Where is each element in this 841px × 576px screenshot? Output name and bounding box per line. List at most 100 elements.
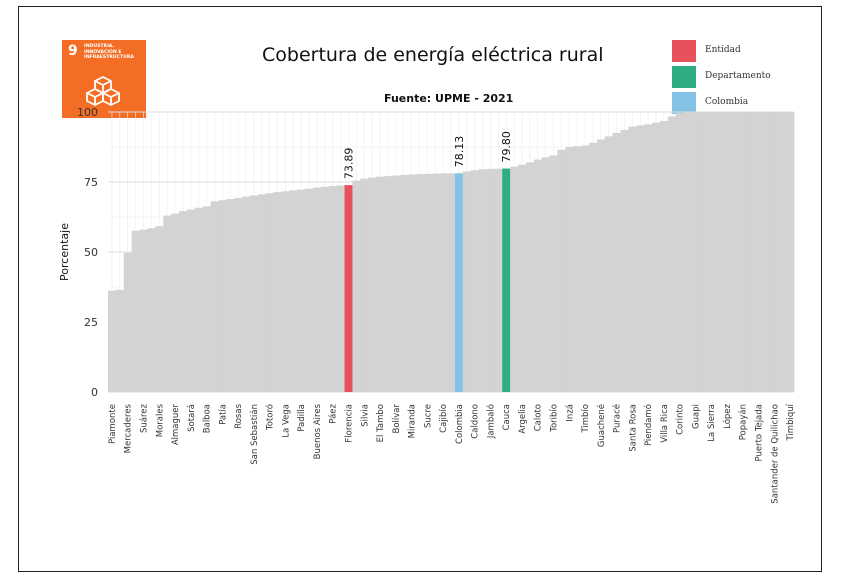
data-label: 78.13 [453,136,466,168]
bar-cauca [502,168,511,392]
bar-santa-rosa [628,126,637,392]
x-tick-label: Colombia [455,404,465,444]
bar-unlabeled [778,112,787,392]
bar-unlabeled [588,142,598,392]
bar-cajibío [439,173,448,392]
bar-lópez [723,112,732,392]
bar-unlabeled [415,174,424,392]
x-tick-label: Balboa [203,404,213,433]
sdg-9-logo: 9 INDUSTRIA, INNOVACIÓN E INFRAESTRUCTUR… [62,40,146,118]
legend-swatch [672,40,696,62]
bar-unlabeled [320,186,330,392]
x-tick-label: Villa Rica [660,404,670,443]
x-tick-label: Santander de Quilichao [770,404,780,504]
legend-label: Entidad [705,45,741,55]
bar-unlabeled [620,129,629,393]
bar-argelia [518,164,527,392]
bar-unlabeled [273,192,282,392]
x-tick-label: Sotará [187,404,197,432]
bar-unlabeled [541,157,550,392]
y-tick-label: 75 [84,176,98,189]
cubes-icon [86,76,120,106]
x-tick-label: Corinto [676,404,686,435]
x-tick-label: Patía [218,404,228,425]
bar-toribío [549,155,558,392]
bar-unlabeled [667,116,677,392]
x-tick-label: Cauca [502,404,512,430]
bar-unlabeled [462,171,472,392]
bar-unlabeled [478,169,487,392]
bar-unlabeled [636,125,645,392]
legend-label: Departamento [705,71,771,81]
data-label: 73.89 [342,148,355,180]
bar-puracé [612,133,621,392]
bar-bolívar [391,175,401,392]
bar-sotará [186,209,196,392]
bar-unlabeled [399,175,408,392]
bar-silvia [360,178,369,392]
bar-guapi [691,112,700,392]
bar-buenos-aires [313,187,322,392]
x-tick-label: Padilla [297,404,307,432]
bar-padilla [297,189,306,392]
y-tick-label: 100 [77,106,98,119]
bar-unlabeled [305,188,314,392]
bar-piamonte [108,290,117,392]
y-tick-label: 25 [84,316,98,329]
bar-santander-de-quilichao [770,112,779,392]
bar-unlabeled [715,112,724,392]
x-tick-label: López [722,403,733,428]
bar-la-vega [281,191,290,392]
y-axis-label: Porcentaje [58,223,71,281]
logo-text: INDUSTRIA, INNOVACIÓN E INFRAESTRUCTURA [84,44,134,60]
bar-caloto [533,159,542,392]
logo-number: 9 [68,43,78,59]
legend-label: Colombia [705,97,749,107]
x-tick-label: Santa Rosa [628,404,638,452]
x-tick-label: Timbiquí [786,403,796,441]
x-tick-label: Silvia [360,404,370,427]
bar-páez [328,185,337,392]
x-tick-label: La Sierra [707,404,717,442]
bar-colombia [454,173,464,392]
x-tick-label: Florencia [344,404,354,443]
bar-unlabeled [604,136,613,392]
bar-unlabeled [683,112,692,392]
bar-unlabeled [573,146,582,392]
bar-unlabeled [226,199,235,392]
bar-unlabeled [510,166,519,392]
bar-unlabeled [289,190,298,392]
x-tick-label: Guachené [596,404,607,447]
x-tick-label: Puerto Tejada [755,404,765,461]
x-tick-label: Argelia [518,404,528,434]
y-tick-label: 0 [91,386,98,399]
x-tick-label: Caldono [471,404,481,439]
bar-unlabeled [242,196,251,392]
bar-unlabeled [699,112,708,392]
x-tick-label: Caloto [534,404,544,431]
x-tick-label: Miranda [408,404,418,438]
x-tick-label: Páez [329,403,339,423]
bar-sucre [423,173,432,392]
x-tick-label: Jambaló [485,404,496,439]
bar-unlabeled [336,185,345,392]
x-tick-label: Cajibío [439,404,449,433]
bar-suárez [139,229,148,392]
x-tick-label: El Tambo [376,404,386,442]
bar-unlabeled [762,112,771,392]
bar-unlabeled [257,194,267,392]
bar-almaguer [171,213,180,392]
bar-mercaderes [123,252,132,392]
x-tick-label: Piendamó [643,404,654,446]
bar-el-tambo [376,176,385,392]
bar-patía [218,200,227,392]
y-tick-label: 50 [84,246,98,259]
legend-swatch [672,92,696,114]
x-tick-label: Buenos Aires [313,403,323,459]
bar-piendamó [644,124,653,392]
bar-popayán [738,112,747,392]
bar-rosas [234,197,243,392]
bar-guachené [596,139,606,392]
bar-morales [155,226,164,392]
